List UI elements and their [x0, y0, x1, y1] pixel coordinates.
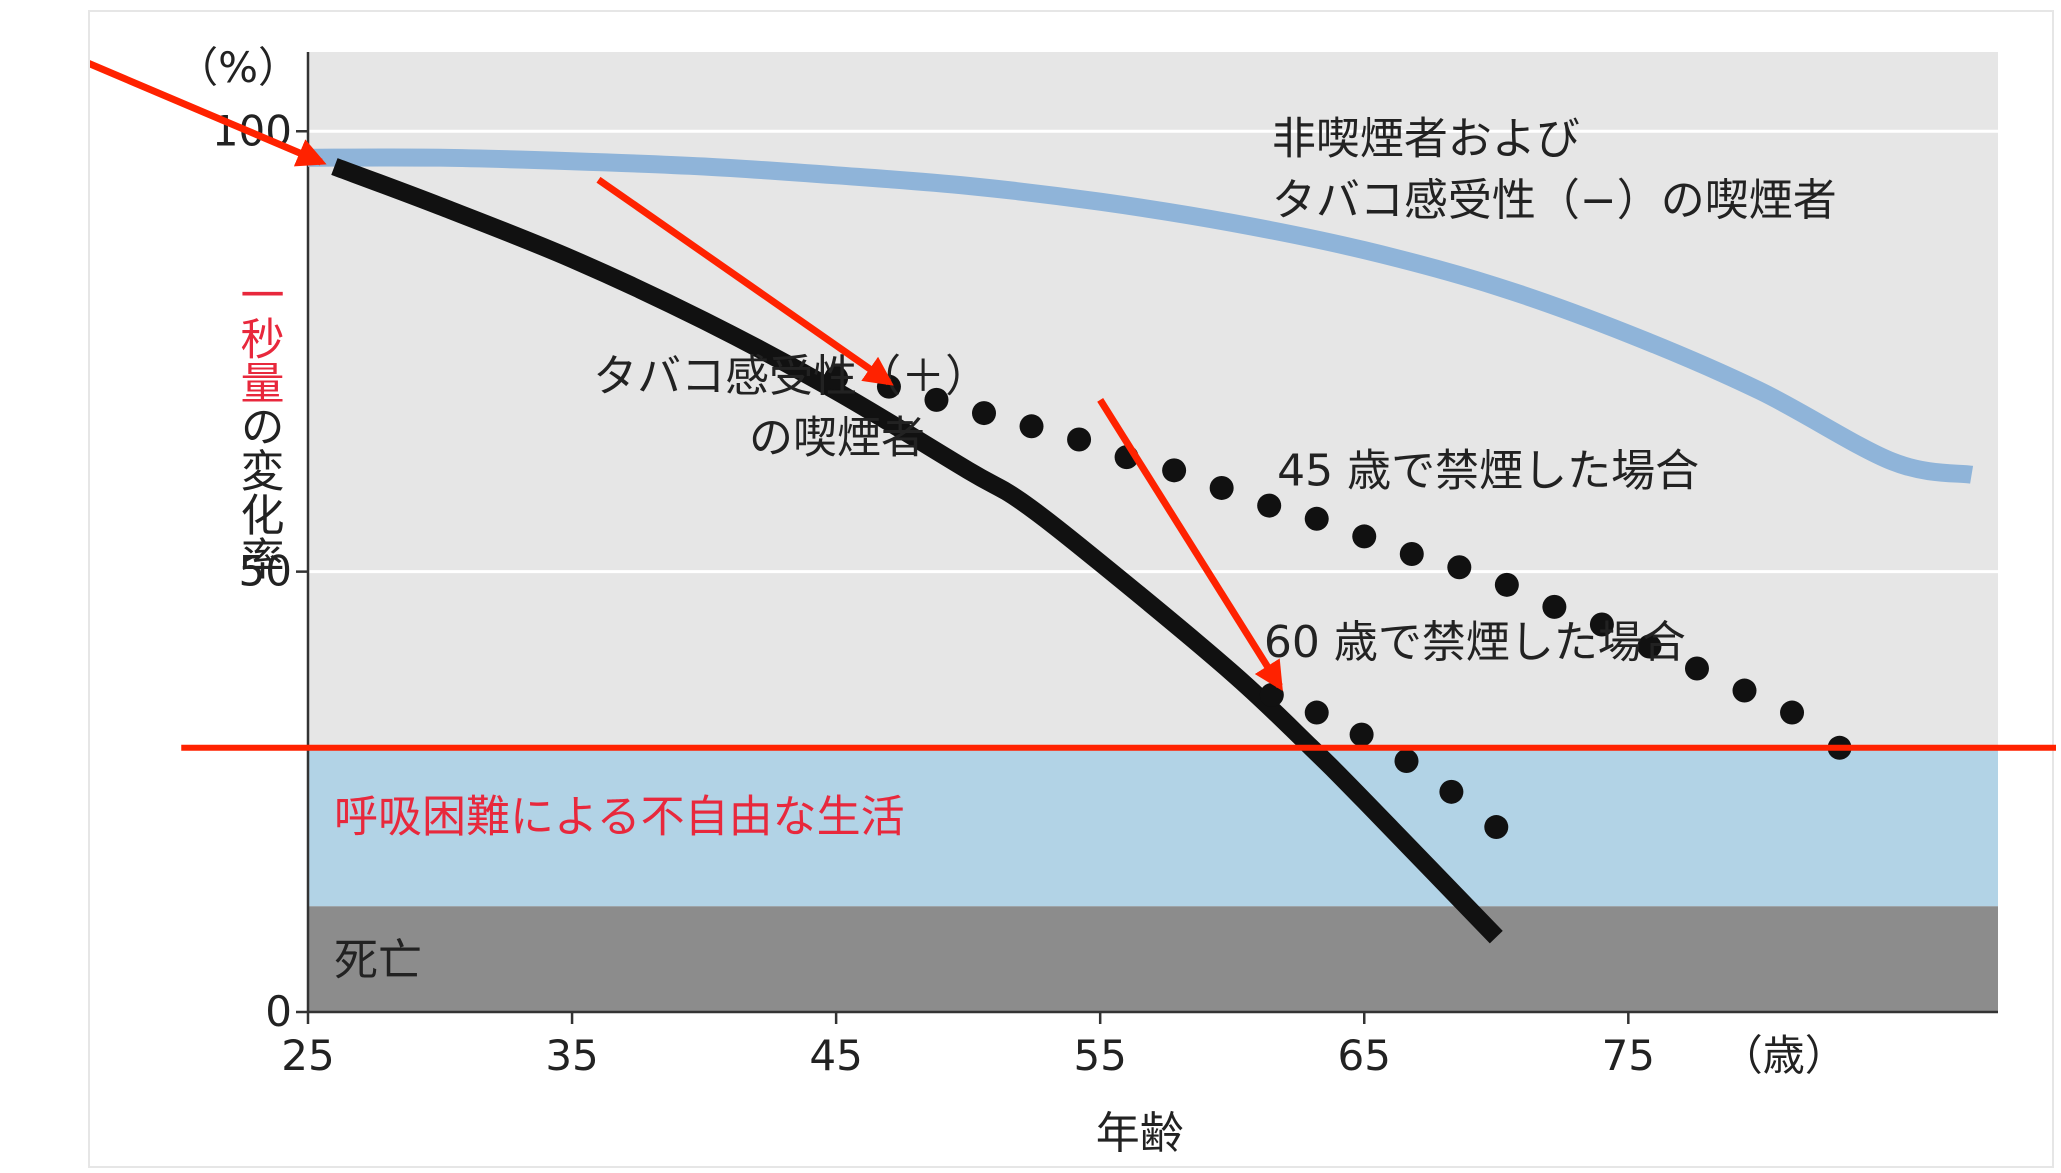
y-axis-title: 一秒量の変化率	[233, 272, 284, 580]
red-arrow-1	[90, 60, 327, 167]
x-unit-label: （歳）	[1721, 1031, 1847, 1080]
quit-45-dot-8	[1209, 475, 1234, 500]
x-tick-label-65: 65	[1338, 1031, 1391, 1080]
chart-frame: 050100（%）253545556575（歳）年齢一秒量の変化率呼吸困難による…	[88, 10, 2056, 1168]
quit-45-dot-10	[1304, 506, 1329, 531]
quit-60-dot-4	[1439, 779, 1464, 804]
quit-45-dot-13	[1447, 555, 1472, 580]
x-axis-title: 年齢	[1096, 1108, 1184, 1159]
y-unit-label: （%）	[176, 43, 300, 92]
quit-45-dot-0	[824, 365, 849, 390]
quit-60-dot-1	[1304, 700, 1329, 725]
quit-45-dot-5	[1067, 427, 1092, 452]
quit-60-dot-3	[1394, 748, 1419, 773]
quit-45-dot-18	[1684, 656, 1709, 681]
series-nonsmoker-line	[307, 148, 1974, 484]
band-difficulty	[308, 747, 1998, 907]
band-label-difficulty: 呼吸困難による不自由な生活	[334, 791, 905, 842]
quit-45-dot-20	[1780, 700, 1805, 725]
series-label-nonsmoker-1: 非喫煙者および	[1272, 113, 1580, 164]
quit-45-dot-12	[1399, 542, 1424, 567]
quit-45-dot-15	[1542, 594, 1567, 619]
red-arrow-3	[1097, 398, 1283, 692]
quit-45-dot-9	[1257, 493, 1282, 518]
band-label-death: 死亡	[334, 935, 422, 986]
series-susceptible-smoker-line	[331, 158, 1503, 944]
y-tick-label-50: 50	[239, 547, 292, 596]
x-tick-label-55: 55	[1073, 1031, 1126, 1080]
x-tick-label-35: 35	[545, 1031, 598, 1080]
quit-45-dot-19	[1732, 678, 1757, 703]
x-tick-label-75: 75	[1602, 1031, 1655, 1080]
quit-45-dot-11	[1352, 524, 1377, 549]
quit-45-dot-4	[1019, 414, 1044, 439]
x-tick-label-25: 25	[281, 1031, 334, 1080]
quit-45-dot-7	[1162, 458, 1187, 483]
quit-60-dot-5	[1484, 815, 1509, 840]
quit-45-dot-2	[924, 387, 949, 412]
quit-45-dot-16	[1589, 612, 1614, 637]
quit-60-dot-0	[1259, 682, 1284, 707]
y-tick-label-0: 0	[265, 987, 292, 1036]
quit-45-dot-3	[972, 401, 996, 426]
quit-45-dot-14	[1494, 572, 1519, 597]
x-tick-label-45: 45	[809, 1031, 862, 1080]
quit-45-dot-17	[1637, 634, 1662, 659]
lung-function-chart: 050100（%）253545556575（歳）年齢一秒量の変化率呼吸困難による…	[90, 43, 2056, 1159]
quit-60-dot-2	[1349, 722, 1374, 747]
series-label-nonsmoker-2: タバコ感受性（−）の喫煙者	[1272, 175, 1837, 226]
series-label-quit-60: 60 歳で禁煙した場合	[1264, 617, 1686, 668]
series-label-quit-45: 45 歳で禁煙した場合	[1277, 445, 1699, 496]
series-label-smoker-2: の喫煙者	[749, 413, 925, 464]
red-arrow-2	[596, 176, 894, 386]
series-label-smoker-1: タバコ感受性（＋）	[593, 351, 989, 402]
band-death	[308, 906, 1998, 1012]
